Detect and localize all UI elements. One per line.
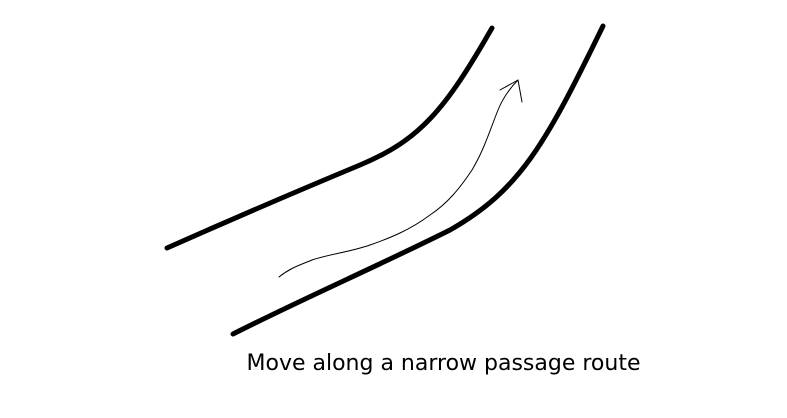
route-line bbox=[278, 79, 519, 278]
passage-wall-lower bbox=[230, 23, 606, 337]
arrow-head-icon bbox=[499, 79, 523, 103]
caption-text: Move along a narrow passage route bbox=[246, 351, 641, 376]
passage-wall-upper bbox=[164, 25, 495, 251]
